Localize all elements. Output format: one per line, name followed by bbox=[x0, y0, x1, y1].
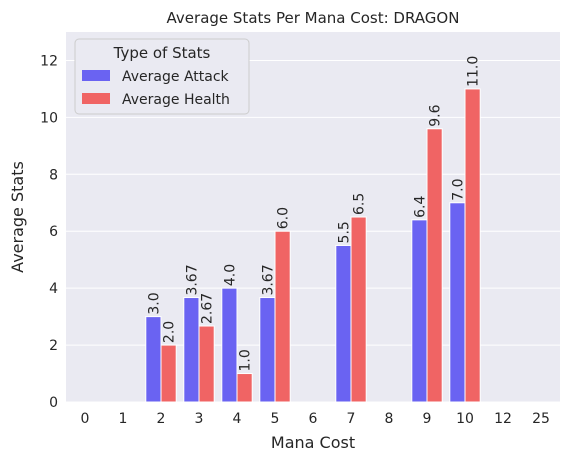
bar-health bbox=[274, 230, 291, 403]
y-axis-label: Average Stats bbox=[8, 161, 27, 273]
y-tick-label: 10 bbox=[40, 110, 58, 126]
bar-health bbox=[426, 128, 443, 403]
bar-value-label: 11.0 bbox=[466, 56, 482, 87]
y-tick-label: 4 bbox=[49, 281, 58, 297]
y-tick-label: 0 bbox=[49, 395, 58, 411]
bar-value-label: 1.0 bbox=[238, 349, 254, 371]
bar-value-label: 5.5 bbox=[336, 221, 352, 243]
bar-value-label: 6.5 bbox=[352, 193, 368, 215]
bar-health bbox=[464, 88, 481, 403]
bar-value-label: 2.0 bbox=[162, 321, 178, 343]
bars bbox=[145, 88, 481, 403]
x-tick-label: 0 bbox=[81, 411, 90, 427]
y-tick-label: 8 bbox=[49, 167, 58, 183]
bar-value-label: 3.67 bbox=[260, 264, 276, 295]
data-labels: 3.0 3.67 4.0 3.67 5.5 6.4 7.0 2.0 2.67 1.0 6.0 6.5 9… bbox=[146, 56, 481, 372]
legend-label-attack: Average Attack bbox=[122, 69, 230, 85]
bar-value-label: 2.67 bbox=[200, 293, 216, 324]
legend-title: Type of Stats bbox=[113, 44, 211, 62]
bar-value-label: 4.0 bbox=[222, 264, 238, 286]
x-tick-label: 7 bbox=[347, 411, 356, 427]
x-tick-label: 6 bbox=[309, 411, 318, 427]
bar-value-label: 6.0 bbox=[276, 207, 292, 229]
bar-attack bbox=[221, 287, 238, 403]
bar-health bbox=[350, 216, 367, 403]
bar-attack bbox=[335, 244, 352, 403]
bar-attack bbox=[259, 297, 276, 403]
x-tick-label: 9 bbox=[423, 411, 432, 427]
bar-value-label: 3.67 bbox=[184, 264, 200, 295]
bar-value-label: 3.0 bbox=[146, 292, 162, 314]
x-tick-label: 8 bbox=[385, 411, 394, 427]
y-tick-label: 12 bbox=[40, 53, 58, 69]
legend-label-health: Average Health bbox=[122, 92, 230, 108]
bar-attack bbox=[145, 316, 162, 403]
chart-title: Average Stats Per Mana Cost: DRAGON bbox=[167, 9, 460, 27]
y-tick-label: 6 bbox=[49, 224, 58, 240]
legend: Type of Stats Average Attack Average Hea… bbox=[74, 38, 250, 115]
bar-health bbox=[160, 344, 177, 403]
x-tick-label: 3 bbox=[195, 411, 204, 427]
bar-value-label: 7.0 bbox=[450, 179, 466, 201]
bar-health bbox=[236, 373, 253, 403]
x-tick-label: 4 bbox=[233, 411, 242, 427]
x-tick-label: 2 bbox=[157, 411, 166, 427]
bar-attack bbox=[411, 219, 428, 403]
x-axis-label: Mana Cost bbox=[271, 433, 355, 452]
x-tick-label: 5 bbox=[271, 411, 280, 427]
bar-attack bbox=[449, 202, 466, 403]
legend-box bbox=[74, 38, 250, 115]
x-tick-label: 1 bbox=[119, 411, 128, 427]
y-tick-labels: 0 2 4 6 8 10 12 bbox=[40, 53, 58, 411]
bar-health bbox=[198, 325, 215, 403]
bar-value-label: 9.6 bbox=[428, 104, 444, 126]
bar-value-label: 6.4 bbox=[412, 195, 428, 217]
x-tick-label: 10 bbox=[456, 411, 474, 427]
legend-swatch-health bbox=[82, 93, 110, 104]
x-tick-labels: 0 1 2 3 4 5 6 7 8 9 10 12 25 bbox=[81, 411, 550, 427]
legend-swatch-attack bbox=[82, 70, 110, 81]
bar-attack bbox=[183, 297, 200, 403]
x-tick-label: 12 bbox=[494, 411, 512, 427]
x-tick-label: 25 bbox=[532, 411, 550, 427]
y-tick-label: 2 bbox=[49, 338, 58, 354]
